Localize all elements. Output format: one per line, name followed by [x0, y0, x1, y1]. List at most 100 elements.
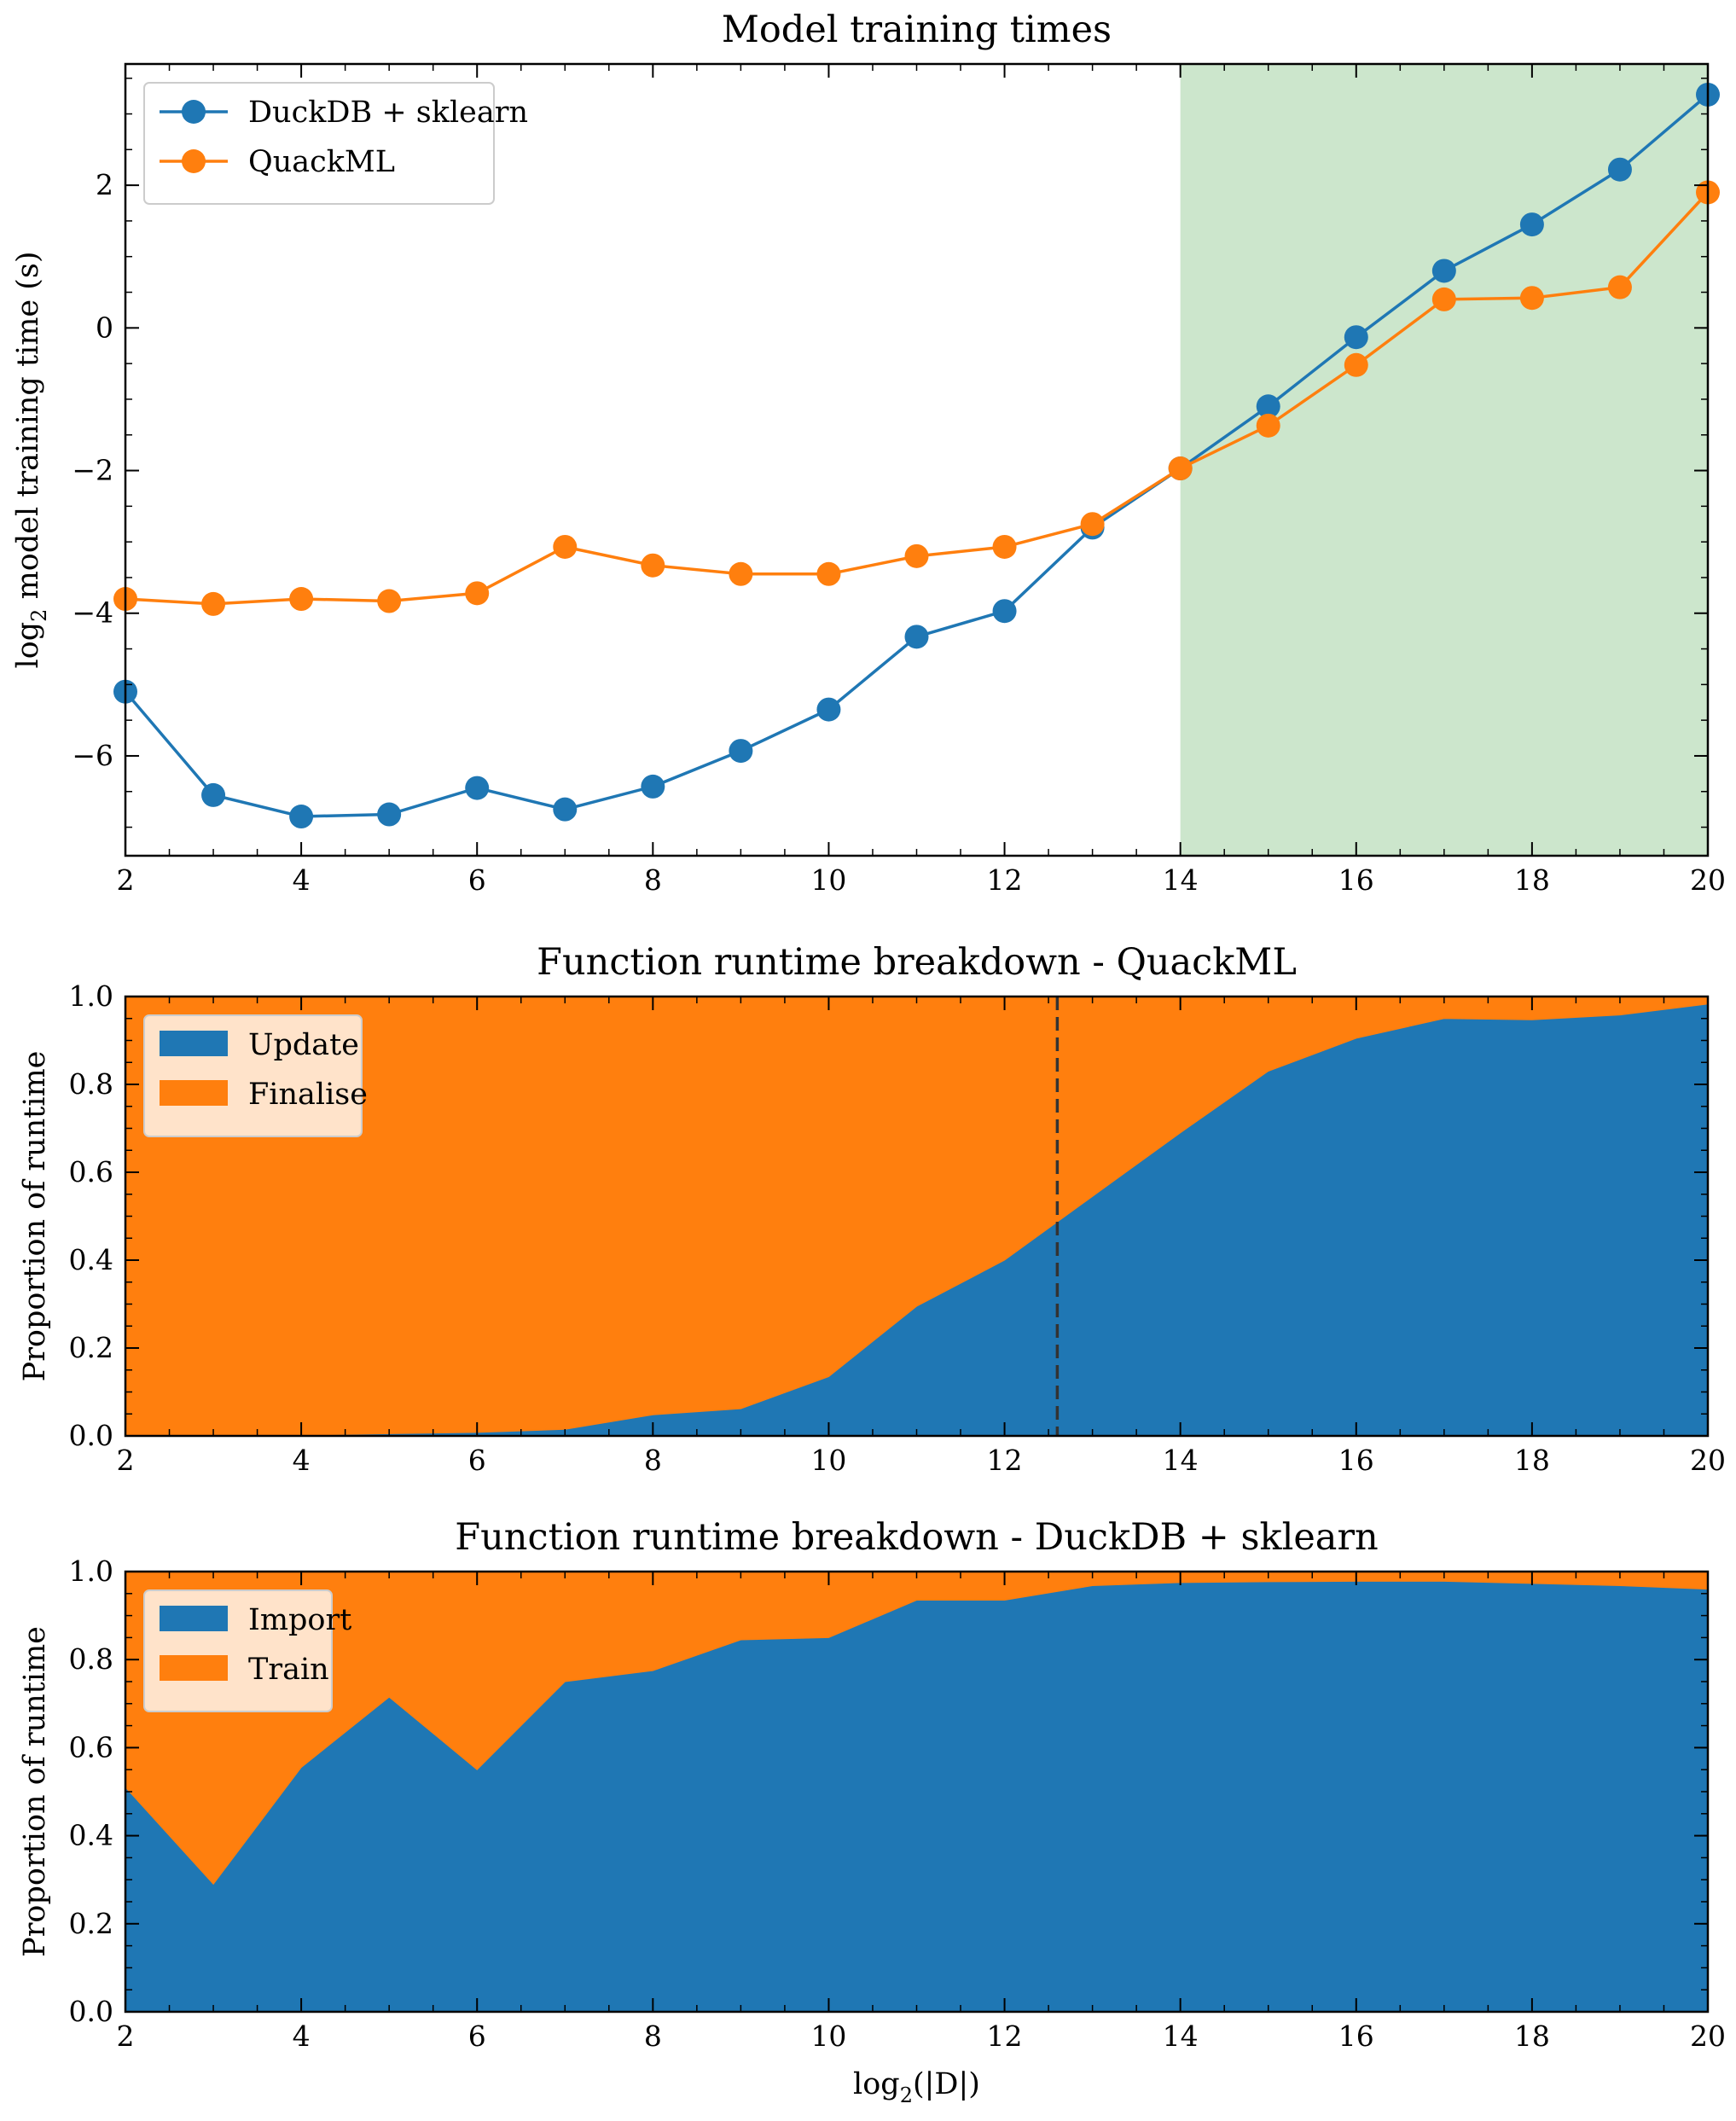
- x-tick-label: 16: [1338, 863, 1374, 897]
- legend-label-update: Update: [248, 1028, 359, 1062]
- x-tick-label: 10: [810, 863, 846, 897]
- y-tick-label: 0.0: [69, 1995, 113, 2028]
- x-tick-label: 4: [293, 863, 311, 897]
- x-axis-label-rest: (|D|): [913, 2067, 980, 2101]
- y-tick-label: −6: [72, 739, 113, 772]
- x-tick-label: 18: [1514, 863, 1550, 897]
- data-point-quackml: [289, 587, 314, 612]
- data-point-duckdb-sklearn: [553, 797, 578, 822]
- x-tick-label: 4: [293, 2019, 311, 2053]
- legend-swatch-import: [160, 1606, 228, 1631]
- data-point-quackml: [465, 581, 490, 606]
- data-point-quackml: [1080, 512, 1105, 537]
- x-tick-label: 8: [644, 863, 662, 897]
- legend-swatch-marker-duckdb-sklearn: [182, 100, 206, 124]
- y-axis-label: Proportion of runtime: [18, 1051, 52, 1382]
- x-tick-label: 2: [117, 2019, 135, 2053]
- y-axis-label: log2 model training time (s): [11, 252, 51, 669]
- data-point-quackml: [1168, 456, 1193, 481]
- legend-swatch-marker-quackml: [182, 149, 206, 173]
- x-tick-label: 8: [644, 2019, 662, 2053]
- x-tick-label: 12: [987, 2019, 1023, 2053]
- x-tick-label: 6: [468, 2019, 486, 2053]
- legend-label-finalise: Finalise: [248, 1078, 368, 1112]
- data-point-quackml: [992, 534, 1017, 559]
- x-tick-label: 2: [117, 863, 135, 897]
- data-point-quackml: [201, 591, 226, 616]
- training-times-panel: 2 4 6 8 10 12 14 16 18 20 −6 −4 −2 0 2 Model training t…: [11, 9, 1726, 897]
- data-point-quackml: [816, 561, 841, 586]
- y-tick-label: 0: [96, 311, 113, 344]
- x-tick-label: 14: [1163, 1444, 1199, 1477]
- x-tick-label: 12: [987, 1444, 1023, 1477]
- data-point-duckdb-sklearn: [729, 739, 753, 764]
- data-point-duckdb-sklearn: [641, 774, 665, 799]
- data-point-duckdb-sklearn: [201, 782, 226, 807]
- y-tick-label: −4: [72, 596, 113, 630]
- x-tick-label: 4: [293, 1444, 311, 1477]
- x-axis-label-sub: 2: [900, 2083, 913, 2107]
- y-tick-label: 1.0: [69, 979, 113, 1013]
- legend-swatch-update: [160, 1031, 228, 1056]
- chart-title: Function runtime breakdown - DuckDB + sk…: [455, 1516, 1378, 1559]
- data-point-duckdb-sklearn: [904, 625, 929, 649]
- legend-label-quackml: QuackML: [248, 145, 395, 179]
- y-tick-label: 0.4: [69, 1819, 113, 1852]
- x-tick-label: 10: [810, 2019, 846, 2053]
- y-tick-label: 0.2: [69, 1907, 113, 1940]
- x-axis-label-log: log: [853, 2067, 900, 2101]
- y-axis-label-log: log: [11, 622, 45, 669]
- x-tick-label: 2: [117, 1444, 135, 1477]
- x-tick-label: 20: [1690, 1444, 1726, 1477]
- data-point-quackml: [553, 534, 578, 559]
- legend-label-duckdb-sklearn: DuckDB + sklearn: [248, 96, 528, 130]
- data-point-duckdb-sklearn: [1607, 157, 1632, 182]
- x-tick-label: 18: [1514, 1444, 1550, 1477]
- y-axis-label-sub: 2: [27, 609, 51, 622]
- x-tick-label: 14: [1163, 863, 1199, 897]
- chart-title: Model training times: [722, 9, 1112, 51]
- y-tick-label: 0.6: [69, 1730, 113, 1764]
- data-point-duckdb-sklearn: [465, 776, 490, 800]
- data-point-quackml: [377, 589, 402, 613]
- legend-label-import: Import: [248, 1603, 351, 1637]
- data-point-duckdb-sklearn: [377, 802, 402, 827]
- y-axis-label-rest: model training time (s): [11, 252, 45, 609]
- y-axis-label: Proportion of runtime: [18, 1626, 52, 1957]
- data-point-quackml: [641, 553, 665, 578]
- legend-label-train: Train: [248, 1653, 329, 1687]
- quackml-breakdown-panel: 2 4 6 8 10 12 14 16 18 20 0.0 0.2 0.4 0.6 0.8 1.0 Functi…: [18, 941, 1726, 1477]
- data-point-duckdb-sklearn: [1344, 325, 1368, 350]
- y-tick-label: 1.0: [69, 1554, 113, 1588]
- legend-swatch-train: [160, 1655, 228, 1681]
- x-tick-label: 14: [1163, 2019, 1199, 2053]
- y-tick-label: 0.8: [69, 1642, 113, 1676]
- y-tick-label: 0.4: [69, 1243, 113, 1276]
- x-tick-label: 18: [1514, 2019, 1550, 2053]
- data-point-duckdb-sklearn: [992, 599, 1017, 624]
- data-point-quackml: [1431, 287, 1456, 311]
- duckdb-breakdown-panel: 2 4 6 8 10 12 14 16 18 20 0.0 0.2 0.4 0.6 0.8 1.0 Functi…: [18, 1516, 1726, 2107]
- x-tick-label: 6: [468, 1444, 486, 1477]
- data-point-duckdb-sklearn: [1256, 394, 1280, 419]
- data-point-duckdb-sklearn: [289, 805, 314, 829]
- x-tick-label: 6: [468, 863, 486, 897]
- legend-box: [143, 82, 495, 205]
- data-point-quackml: [1344, 352, 1368, 377]
- x-tick-label: 16: [1338, 1444, 1374, 1477]
- data-point-quackml: [729, 561, 753, 586]
- data-point-duckdb-sklearn: [816, 697, 841, 722]
- highlight-region: [1180, 64, 1708, 856]
- y-tick-label: 2: [96, 168, 113, 201]
- y-tick-label: 0.2: [69, 1331, 113, 1364]
- x-tick-label: 12: [987, 863, 1023, 897]
- data-point-quackml: [1519, 286, 1544, 311]
- x-tick-label: 20: [1690, 2019, 1726, 2053]
- data-point-duckdb-sklearn: [1431, 259, 1456, 283]
- legend-swatch-finalise: [160, 1080, 228, 1106]
- x-axis-label: log2(|D|): [853, 2067, 980, 2107]
- data-point-quackml: [1256, 413, 1280, 438]
- y-tick-label: 0.8: [69, 1067, 113, 1101]
- data-point-duckdb-sklearn: [1519, 212, 1544, 237]
